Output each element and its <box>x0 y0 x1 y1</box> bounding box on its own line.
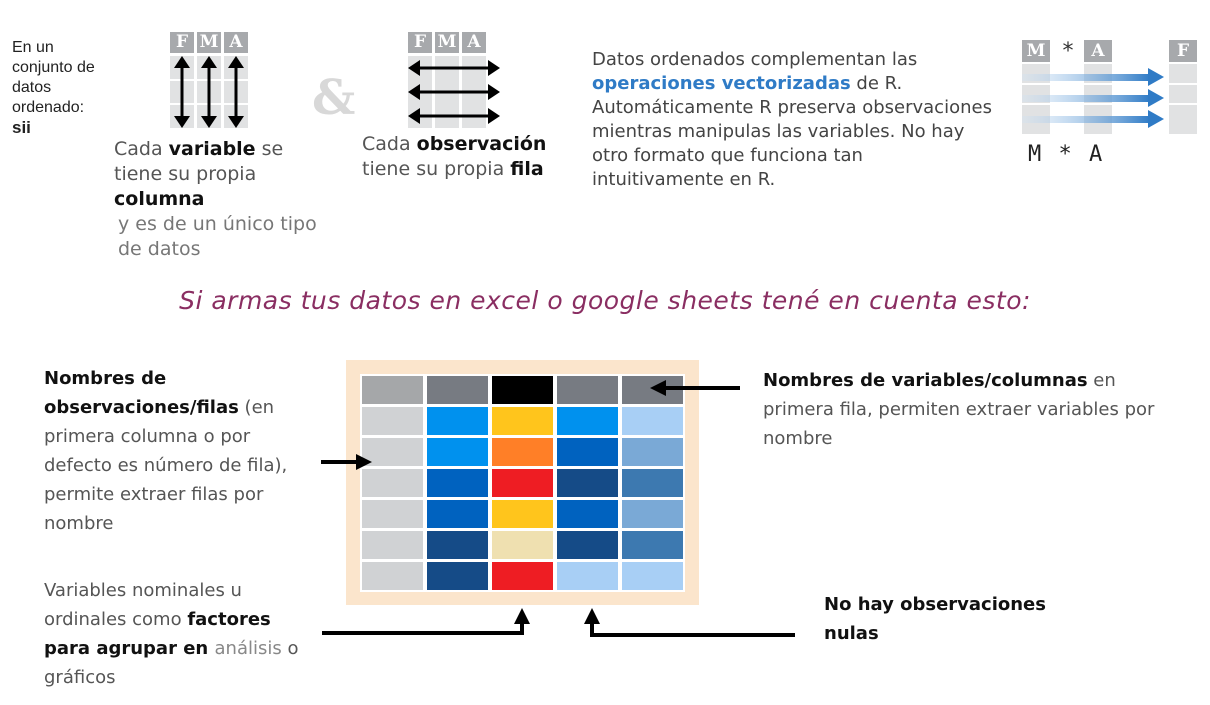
grid-cell-r6-c3 <box>557 562 618 590</box>
vec-rest: Automáticamente R preserva observaciones… <box>592 97 992 190</box>
subtitle: Si armas tus datos en excel o google she… <box>179 286 1031 315</box>
columns-note: Nombres de variables/columnas en primera… <box>763 366 1163 453</box>
vec-line1: Datos ordenados complementan las <box>592 49 918 70</box>
var-cap-variable: variable <box>168 138 256 160</box>
vectorized-description: Datos ordenados complementan las operaci… <box>592 48 1002 192</box>
header-a-rows: A <box>462 32 486 53</box>
nulls-arrow-head-icon <box>584 608 600 624</box>
header-f: F <box>170 32 194 53</box>
vec-after-highlight: de R. <box>850 73 903 94</box>
vec-highlight: operaciones vectorizadas <box>592 73 851 94</box>
grid-cell-r3-c2 <box>492 469 553 497</box>
header-f-rows: F <box>408 32 432 53</box>
rows-arrow-head-icon <box>356 454 372 470</box>
grid-cell-r0-c0 <box>362 376 423 404</box>
grid-cell-r6-c2 <box>492 562 553 590</box>
obs-cap-pre: Cada <box>362 133 417 155</box>
vec-header-times: * <box>1062 39 1074 64</box>
vec-header-a: A <box>1084 40 1112 62</box>
grid-cell-r3-c4 <box>622 469 683 497</box>
grid-cell-r0-c2 <box>492 376 553 404</box>
grid-cell-r1-c1 <box>427 407 488 435</box>
fma-header: F M A <box>170 32 262 53</box>
intro-emphasis: sii <box>12 118 31 137</box>
header-m: M <box>197 32 221 53</box>
grid-cell-r4-c1 <box>427 500 488 528</box>
factors-note-tail: o gráficos <box>44 638 299 688</box>
grid-cell-r2-c0 <box>362 438 423 466</box>
grid-cell-r2-c2 <box>492 438 553 466</box>
grid-cell-r4-c3 <box>557 500 618 528</box>
header-a: A <box>224 32 248 53</box>
nulls-note: No hay observaciones nulas <box>824 590 1064 648</box>
nulls-arrow-line <box>590 624 795 637</box>
rows-note-bold: Nombres de observaciones/filas <box>44 368 239 418</box>
fma-header-rows: F M A <box>408 32 500 53</box>
vector-arrows-icon <box>1022 64 1197 134</box>
rows-note: Nombres de observaciones/filas (en prime… <box>44 364 304 538</box>
grid-cell-r3-c0 <box>362 469 423 497</box>
factors-arrow-head-icon <box>514 608 530 624</box>
header-m-rows: M <box>435 32 459 53</box>
var-cap-pre: Cada <box>114 138 169 160</box>
grid-cell-r6-c0 <box>362 562 423 590</box>
nulls-note-bold: No hay observaciones nulas <box>824 594 1046 644</box>
obs-cap-mid: tiene su propia <box>362 158 511 180</box>
columns-note-bold: Nombres de variables/columnas <box>763 370 1088 391</box>
obs-cap-observacion: observación <box>416 133 547 155</box>
intro-label: En un conjunto de datos ordenado: <box>12 39 95 116</box>
factors-note-gray: análisis <box>214 638 282 659</box>
grid-cell-r4-c2 <box>492 500 553 528</box>
grid-cell-r1-c0 <box>362 407 423 435</box>
grid-cell-r1-c3 <box>557 407 618 435</box>
factors-note-bold: factores <box>187 609 271 630</box>
vec-header-f: F <box>1169 40 1197 62</box>
vector-diagram: M * A F <box>1022 40 1197 140</box>
grid-cell-r4-c4 <box>622 500 683 528</box>
rows-note-rest: (en primera columna o por defecto es núm… <box>44 397 288 534</box>
data-table-grid <box>360 374 685 592</box>
grid-cell-r5-c4 <box>622 531 683 559</box>
var-cap-tail: y es de un único tipo de datos <box>118 213 317 260</box>
vec-header-m: M <box>1022 40 1050 62</box>
observation-caption: Cada observación tiene su propia fila <box>362 132 562 182</box>
grid-cell-r3-c3 <box>557 469 618 497</box>
data-table-frame <box>346 360 699 605</box>
obs-cap-fila: fila <box>510 158 544 180</box>
grid-cell-r3-c1 <box>427 469 488 497</box>
row-arrows-icon <box>408 56 500 128</box>
grid-cell-r6-c4 <box>622 562 683 590</box>
grid-cell-r1-c2 <box>492 407 553 435</box>
column-arrows-icon <box>170 56 248 128</box>
factors-note-pre: Variables nominales u ordinales como <box>44 580 242 630</box>
grid-cell-r2-c4 <box>622 438 683 466</box>
grid-cell-r1-c4 <box>622 407 683 435</box>
ampersand: & <box>312 70 356 126</box>
grid-cell-r5-c0 <box>362 531 423 559</box>
factors-note: Variables nominales u ordinales como fac… <box>44 576 304 692</box>
factors-arrow-line <box>322 622 524 635</box>
grid-cell-r5-c1 <box>427 531 488 559</box>
grid-cell-r5-c2 <box>492 531 553 559</box>
columns-arrow-head-icon <box>650 380 666 396</box>
variable-column-diagram: F M A <box>170 32 262 128</box>
vector-code: M * A <box>1028 142 1105 167</box>
grid-cell-r6-c1 <box>427 562 488 590</box>
var-cap-mid: se tiene su propia <box>114 138 284 185</box>
grid-cell-r2-c3 <box>557 438 618 466</box>
intro-text: En un conjunto de datos ordenado: sii <box>12 38 117 138</box>
grid-cell-r0-c1 <box>427 376 488 404</box>
var-cap-columna: columna <box>114 188 205 210</box>
grid-cell-r4-c0 <box>362 500 423 528</box>
observation-row-diagram: F M A <box>408 32 500 128</box>
grid-cell-r0-c3 <box>557 376 618 404</box>
grid-cell-r5-c3 <box>557 531 618 559</box>
factors-note-mid: para agrupar en <box>44 638 215 659</box>
columns-note-rest: en primera fila, permiten extraer variab… <box>763 370 1155 449</box>
variable-caption: Cada variable se tiene su propia columna… <box>114 137 334 262</box>
grid-cell-r2-c1 <box>427 438 488 466</box>
